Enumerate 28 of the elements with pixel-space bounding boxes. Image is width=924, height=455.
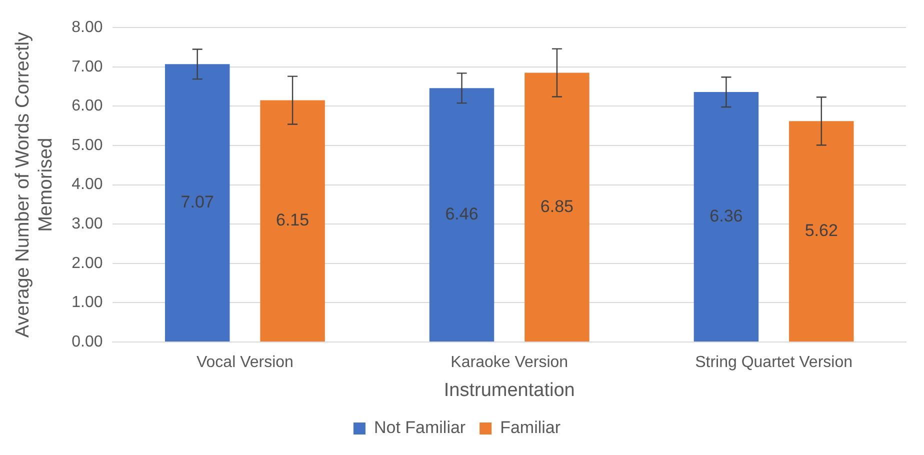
legend-label: Not Familiar <box>374 418 466 438</box>
y-tick-label: 0.00 <box>72 333 103 350</box>
y-tick-label: 7.00 <box>72 58 103 76</box>
x-tick-label: Karaoke Version <box>450 354 568 372</box>
y-tick-label: 2.00 <box>72 254 103 272</box>
x-axis-title: Instrumentation <box>444 380 575 401</box>
data-label: 6.46 <box>445 204 478 224</box>
y-tick-label: 4.00 <box>72 176 103 194</box>
data-label: 5.62 <box>804 221 838 240</box>
y-tick-label: 3.00 <box>72 216 103 233</box>
y-tick-label: 5.00 <box>72 136 103 154</box>
bar <box>524 72 590 342</box>
y-tick-label: 8.00 <box>72 19 103 36</box>
legend-label: Familiar <box>500 418 561 438</box>
data-label: 6.36 <box>710 206 743 226</box>
bar <box>429 88 494 342</box>
y-axis-title: Average Number of Words Correctly Memorised <box>12 32 56 338</box>
bar <box>789 121 854 342</box>
data-label: 7.07 <box>180 192 214 212</box>
data-label: 6.15 <box>276 210 310 230</box>
y-tick-label: 1.00 <box>72 294 103 312</box>
x-tick-label: Vocal Version <box>196 354 294 372</box>
x-tick-label: String Quartet Version <box>695 354 852 372</box>
data-label: 6.85 <box>540 196 574 216</box>
bar <box>694 92 759 342</box>
bar <box>260 100 325 342</box>
bar <box>164 64 230 342</box>
y-tick-label: 6.00 <box>72 98 103 115</box>
